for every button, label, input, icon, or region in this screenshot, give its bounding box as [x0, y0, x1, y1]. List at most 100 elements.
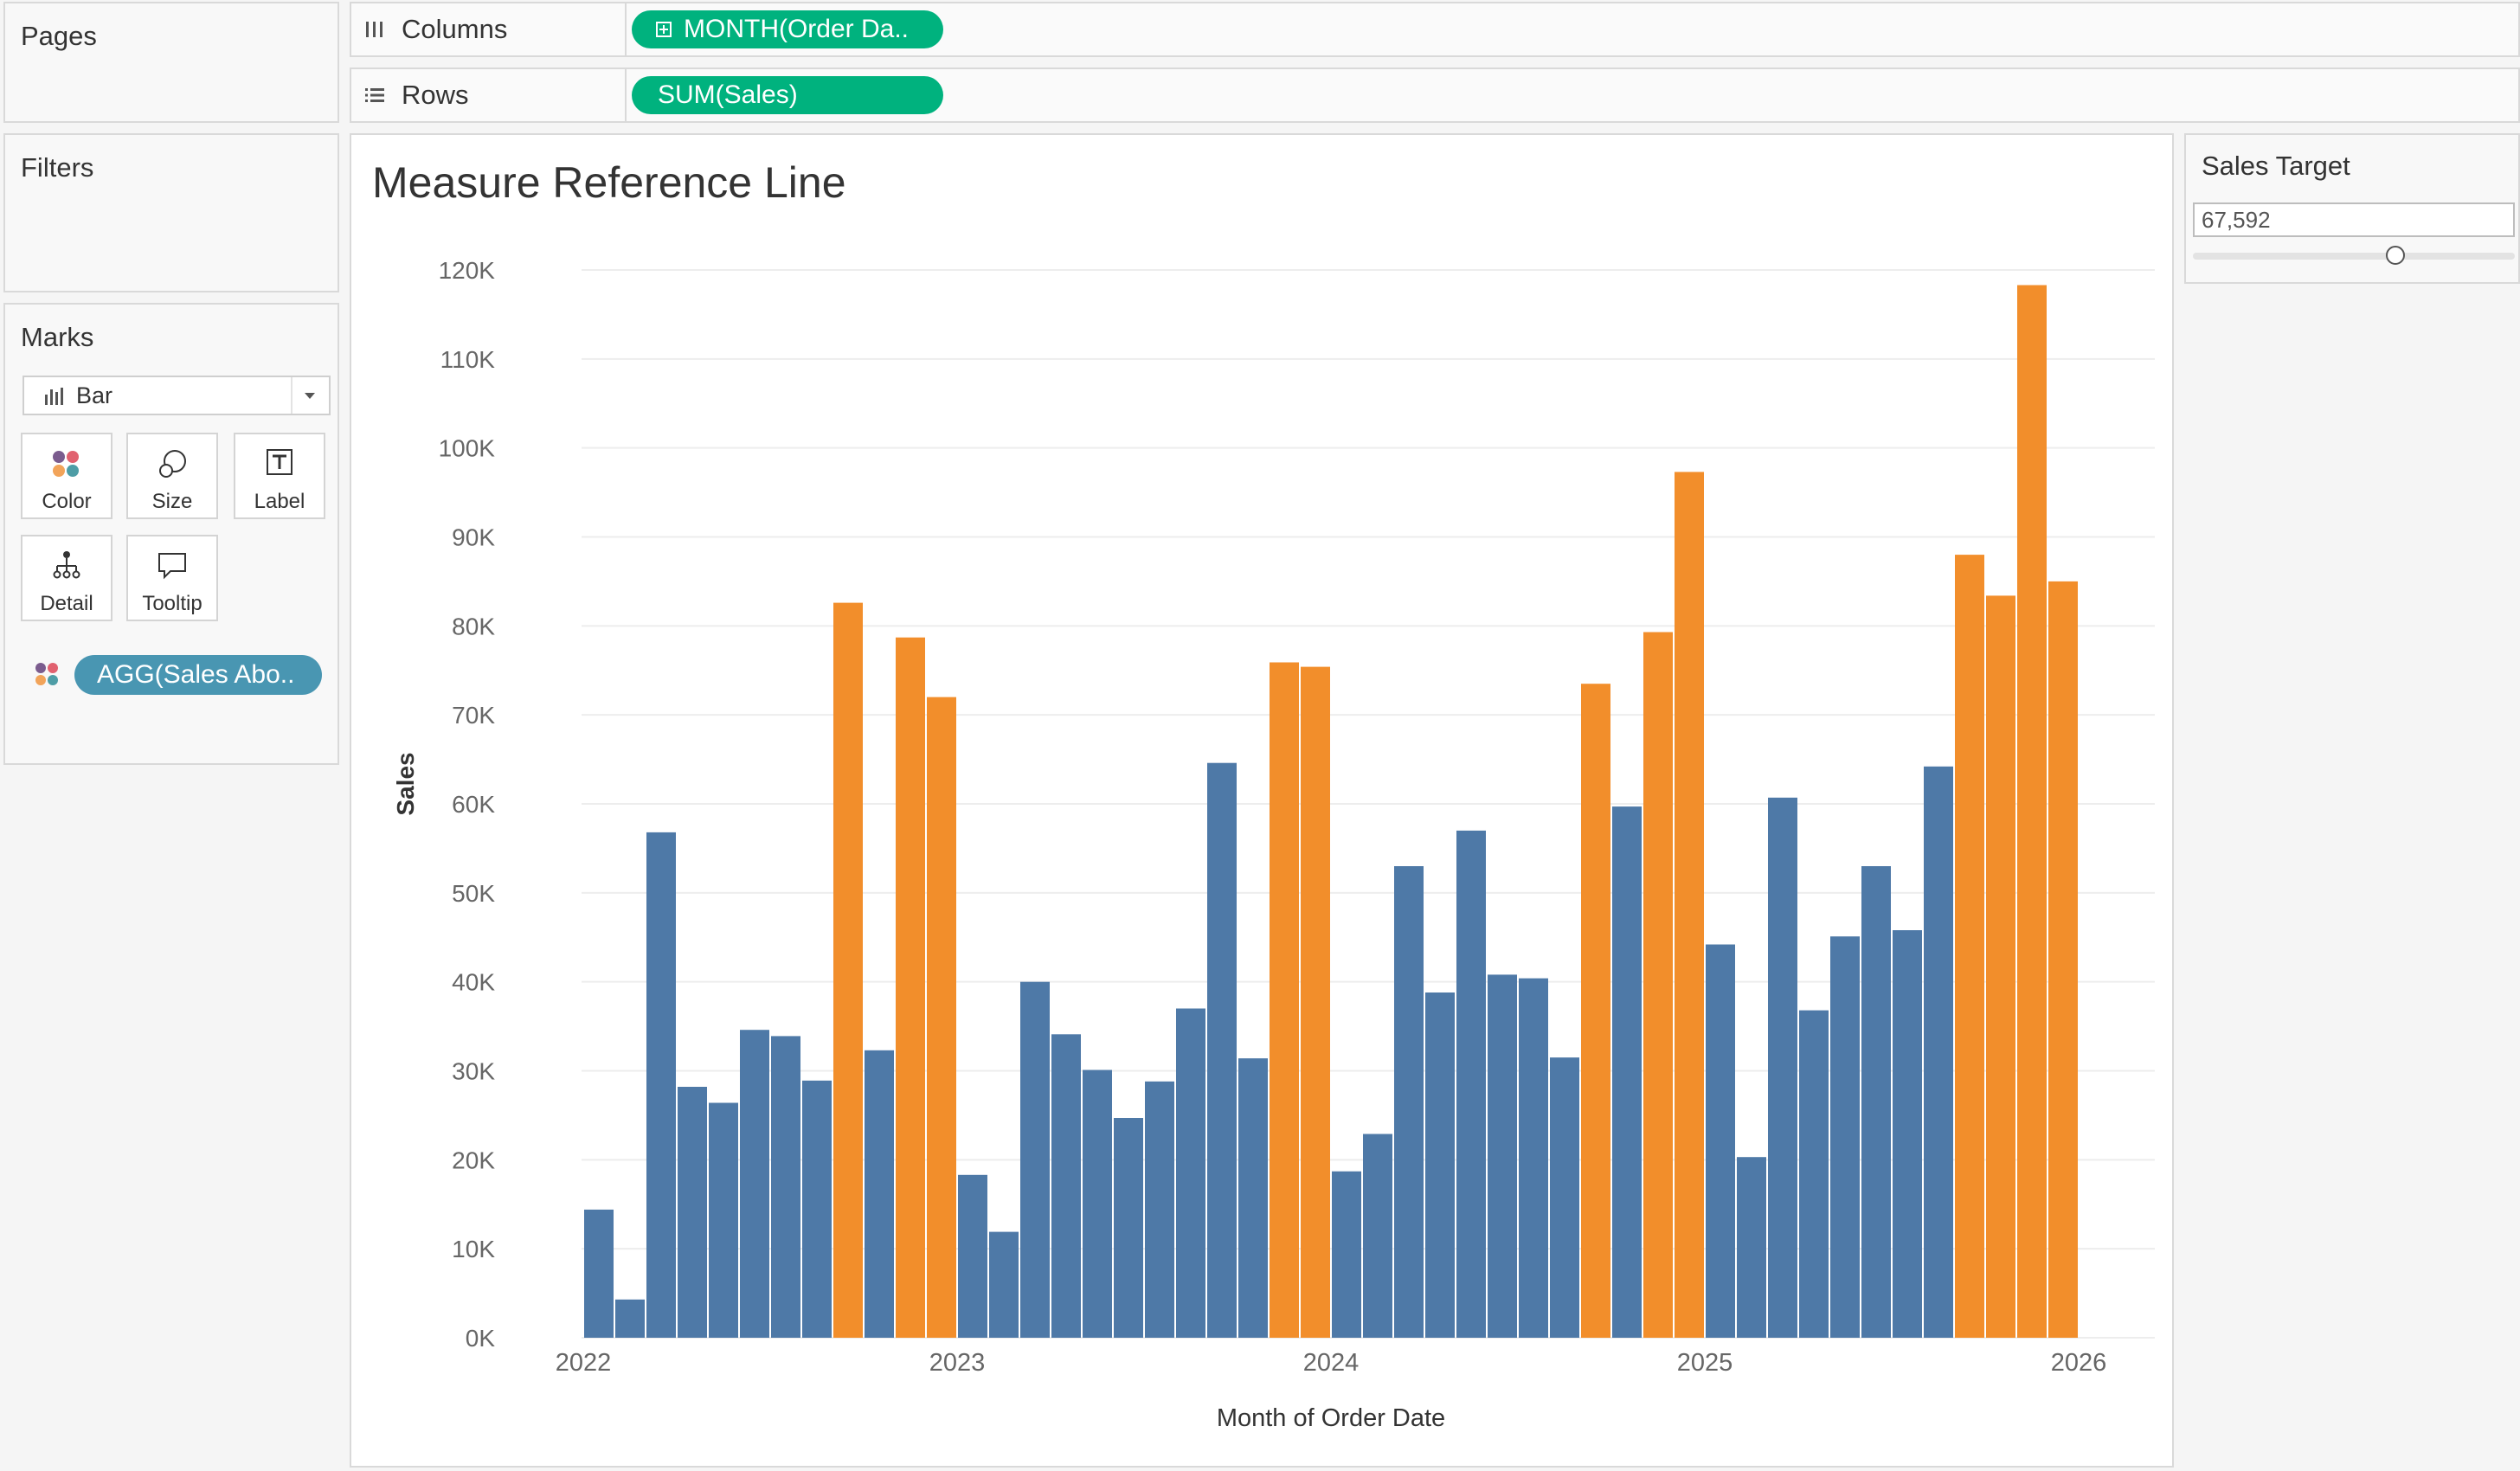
parameter-title: Sales Target — [2202, 151, 2350, 181]
bar-apr-2024[interactable] — [1425, 992, 1455, 1338]
bar-nov-2024[interactable] — [1643, 632, 1673, 1339]
bar-apr-2022[interactable] — [678, 1087, 707, 1338]
bar-oct-2024[interactable] — [1612, 806, 1642, 1338]
bar-jun-2023[interactable] — [1114, 1118, 1143, 1338]
y-axis-label: Sales — [392, 752, 419, 815]
pages-title: Pages — [21, 21, 97, 51]
bar-dec-2025[interactable] — [2048, 581, 2078, 1338]
bar-jul-2023[interactable] — [1145, 1081, 1174, 1338]
bar-feb-2023[interactable] — [989, 1231, 1019, 1338]
bar-dec-2024[interactable] — [1675, 472, 1704, 1338]
y-tick-label: 60K — [452, 791, 495, 818]
bar-jan-2022[interactable] — [584, 1209, 614, 1338]
bar-aug-2025[interactable] — [1924, 766, 1953, 1338]
x-axis-ticks: 2022 2023 2024 2025 2026 — [556, 1349, 2107, 1377]
color-button-label: Color — [42, 490, 92, 513]
bar-feb-2022[interactable] — [615, 1299, 645, 1338]
label-button-label: Label — [254, 490, 305, 513]
bar-aug-2022[interactable] — [802, 1080, 832, 1338]
y-tick-label: 90K — [452, 524, 495, 551]
size-button-label: Size — [151, 490, 193, 513]
marks-card: Marks Bar Color Size — [3, 303, 339, 765]
bar-jun-2022[interactable] — [740, 1030, 769, 1338]
rows-shelf: Rows SUM(Sales) — [350, 67, 2520, 123]
y-tick-label: 50K — [452, 880, 495, 907]
expand-icon[interactable] — [656, 22, 672, 37]
columns-shelf-label-area: Columns — [351, 3, 627, 55]
detail-button[interactable]: Detail — [21, 535, 112, 621]
text-label-icon — [267, 449, 292, 475]
bar-may-2025[interactable] — [1830, 936, 1860, 1338]
bar-oct-2023[interactable] — [1238, 1058, 1268, 1338]
detail-button-label: Detail — [40, 592, 93, 615]
bar-jan-2023[interactable] — [958, 1174, 987, 1338]
x-tick-label: 2022 — [556, 1349, 612, 1377]
bar-may-2022[interactable] — [709, 1102, 738, 1339]
columns-label: Columns — [402, 14, 508, 44]
bar-jun-2025[interactable] — [1861, 866, 1891, 1338]
bar-may-2024[interactable] — [1456, 830, 1486, 1338]
size-icon — [159, 450, 186, 478]
x-tick-label: 2025 — [1677, 1349, 1733, 1377]
bar-mar-2022[interactable] — [646, 832, 676, 1338]
bar-jun-2024[interactable] — [1488, 974, 1517, 1338]
parameter-value-input[interactable]: 67,592 — [2193, 202, 2515, 237]
x-tick-label: 2026 — [2051, 1349, 2107, 1377]
y-tick-label: 120K — [439, 257, 496, 284]
bar-jan-2025[interactable] — [1706, 944, 1735, 1339]
columns-field-pill[interactable]: MONTH(Order Da.. — [632, 10, 943, 48]
rows-field-pill[interactable]: SUM(Sales) — [632, 76, 943, 114]
bar-feb-2024[interactable] — [1363, 1134, 1392, 1339]
marks-title: Marks — [21, 322, 94, 352]
bar-dec-2022[interactable] — [927, 697, 956, 1338]
mark-type-dropdown[interactable]: Bar — [22, 376, 331, 415]
bars — [584, 285, 2078, 1339]
bar-mar-2023[interactable] — [1020, 981, 1050, 1338]
y-tick-label: 100K — [439, 435, 496, 462]
parameter-slider-track[interactable] — [2193, 253, 2515, 260]
y-tick-label: 0K — [466, 1325, 496, 1352]
bar-aug-2024[interactable] — [1550, 1057, 1579, 1338]
parameter-slider-thumb[interactable] — [2386, 246, 2406, 265]
bar-may-2023[interactable] — [1083, 1070, 1112, 1339]
y-tick-label: 40K — [452, 969, 495, 996]
color-field-pill[interactable]: AGG(Sales Abo.. — [74, 655, 322, 695]
color-button[interactable]: Color — [21, 433, 112, 519]
bar-feb-2025[interactable] — [1737, 1157, 1766, 1338]
rows-shelf-label-area: Rows — [351, 69, 627, 121]
bar-sep-2022[interactable] — [833, 602, 863, 1338]
tooltip-button[interactable]: Tooltip — [126, 535, 218, 621]
bar-chart[interactable]: 0K 10K 20K 30K 40K 50K 60K 70K 80K 90K 100K 110K 120… — [351, 135, 2172, 1466]
bar-jul-2024[interactable] — [1519, 978, 1548, 1338]
worksheet-view: Measure Reference Line 0K 10K 20K 30K 40K 50K… — [350, 133, 2174, 1468]
bar-nov-2025[interactable] — [2017, 285, 2047, 1339]
bar-nov-2023[interactable] — [1270, 662, 1299, 1339]
columns-shelf: Columns MONTH(Order Da.. — [350, 2, 2520, 57]
bar-oct-2025[interactable] — [1986, 595, 2015, 1338]
bar-oct-2022[interactable] — [865, 1050, 894, 1338]
bar-jan-2024[interactable] — [1332, 1171, 1361, 1338]
bar-sep-2024[interactable] — [1581, 684, 1610, 1338]
label-button[interactable]: Label — [234, 433, 325, 519]
bar-apr-2025[interactable] — [1799, 1010, 1829, 1338]
chart-title: Measure Reference Line — [372, 158, 846, 207]
bar-mar-2025[interactable] — [1768, 797, 1797, 1338]
bar-aug-2023[interactable] — [1176, 1008, 1205, 1339]
bar-sep-2023[interactable] — [1207, 762, 1237, 1338]
size-button[interactable]: Size — [126, 433, 218, 519]
color-icon — [53, 451, 79, 477]
filters-panel[interactable]: Filters — [3, 133, 339, 292]
bar-apr-2023[interactable] — [1051, 1034, 1081, 1338]
detail-icon — [53, 551, 80, 579]
columns-pill-text: MONTH(Order Da.. — [684, 15, 910, 43]
columns-icon — [366, 22, 382, 37]
bar-dec-2023[interactable] — [1301, 666, 1330, 1338]
bar-nov-2022[interactable] — [896, 637, 925, 1338]
bar-jul-2022[interactable] — [771, 1036, 800, 1338]
y-tick-label: 70K — [452, 702, 495, 729]
y-tick-label: 110K — [440, 346, 496, 373]
bar-sep-2025[interactable] — [1955, 555, 1984, 1338]
bar-mar-2024[interactable] — [1394, 866, 1424, 1338]
pages-panel: Pages — [3, 2, 339, 123]
bar-jul-2025[interactable] — [1893, 930, 1922, 1338]
